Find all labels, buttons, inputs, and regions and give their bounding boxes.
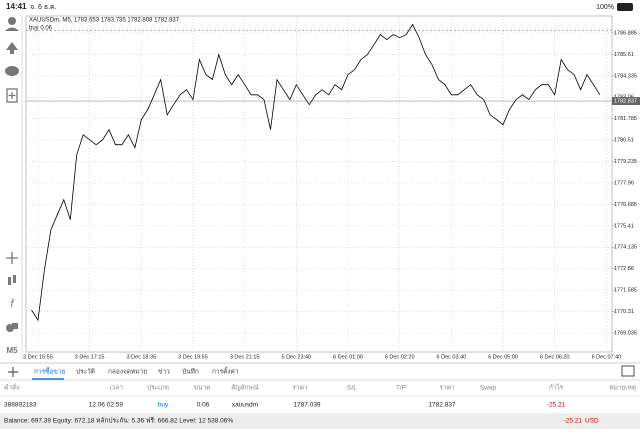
tab[interactable]: การซื้อขาย: [34, 367, 65, 376]
y-tick-label: 1779.235: [614, 159, 637, 165]
y-tick-label: 1777.96: [614, 180, 634, 186]
column-header: S/L: [347, 385, 357, 392]
indicators-icon[interactable]: f: [10, 298, 14, 310]
tab[interactable]: กล่องจดหมาย: [108, 369, 147, 376]
new-chart-plus[interactable]: [8, 92, 16, 99]
cell-time[interactable]: 12.06 02:59: [89, 402, 124, 409]
column-header: ขนาด: [194, 385, 211, 392]
new-chart-icon[interactable]: [6, 88, 18, 103]
tab[interactable]: ข่าว: [158, 369, 170, 376]
clock: 14:41: [6, 2, 27, 11]
chat-icon[interactable]: [5, 66, 19, 76]
x-tick-label: 5 Dec 23:40: [282, 354, 312, 360]
column-header: หมายเหตุ: [609, 385, 636, 392]
y-tick-label: 1780.51: [614, 138, 634, 144]
x-tick-label: 6 Dec 06:20: [540, 354, 570, 360]
trade-icon[interactable]: [6, 42, 18, 54]
account-icon[interactable]: [8, 17, 16, 25]
x-tick-label: 6 Dec 01:00: [333, 354, 363, 360]
column-header: Swap: [480, 385, 497, 392]
objects-icon[interactable]: [12, 323, 18, 329]
total-profit: -25.21: [564, 418, 583, 425]
tab[interactable]: บันทึก: [182, 368, 199, 376]
candles-icon[interactable]: [8, 277, 11, 285]
cell-symbol[interactable]: xauusdm: [232, 402, 258, 409]
column-header: ราคา: [439, 385, 454, 392]
x-tick-label: 3 Dec 19:55: [178, 354, 208, 360]
currency: USD: [585, 418, 599, 425]
timeframe-button[interactable]: M5: [6, 346, 18, 355]
x-tick-label: 6 Dec 05:00: [488, 354, 518, 360]
x-tick-label: 3 Dec 15:55: [23, 354, 53, 360]
y-tick-label: 1774.135: [614, 245, 637, 251]
price-line: [31, 23, 601, 322]
bid-label: 1782.837: [614, 98, 637, 104]
y-tick-label: 1775.41: [614, 223, 634, 229]
cell-profit[interactable]: -25.21: [547, 402, 566, 409]
chart-frame: [25, 15, 613, 353]
new-order-button[interactable]: [8, 367, 18, 377]
order-label: buy 0.06: [29, 26, 53, 32]
x-tick-label: 3 Dec 21:15: [230, 354, 260, 360]
y-tick-label: 1781.785: [614, 116, 637, 122]
x-tick-label: 6 Dec 03:40: [437, 354, 467, 360]
x-tick-label: 3 Dec 17:15: [75, 354, 105, 360]
x-tick-label: 3 Dec 18:35: [126, 354, 156, 360]
x-tick-label: 6 Dec 02:20: [385, 354, 415, 360]
candles-icon[interactable]: [13, 275, 16, 283]
bid-label-box: [612, 97, 640, 106]
tab[interactable]: ประวัติ: [76, 368, 95, 376]
y-tick-label: 1786.885: [614, 30, 637, 36]
y-tick-label: 1769.035: [614, 330, 637, 336]
y-tick-label: 1776.685: [614, 202, 637, 208]
crosshair-icon[interactable]: [6, 252, 18, 264]
cell-type[interactable]: buy: [158, 402, 169, 409]
column-header: กำไร: [549, 384, 564, 392]
column-header: เวลา: [109, 385, 123, 392]
account-summary: Balance: 697.39 Equity: 672.18 หลักประกั…: [4, 417, 233, 425]
footer-bar: [0, 413, 640, 429]
chart-header: XAUUSDm, M5, 1783.653 1783.735 1782.808 …: [29, 18, 180, 24]
account-icon-body[interactable]: [5, 27, 19, 32]
toolbar-icons[interactable]: f: [5, 17, 19, 332]
cell-volume[interactable]: 0.06: [197, 402, 210, 409]
y-tick-label: 1772.86: [614, 266, 634, 272]
cell-price[interactable]: 1782.837: [428, 402, 455, 409]
cell-order[interactable]: 388892183: [4, 402, 37, 409]
tab[interactable]: การตั้งค่า: [212, 367, 239, 376]
column-header: คำสั่ง: [4, 383, 19, 392]
cell-open-price[interactable]: 1787.039: [293, 402, 320, 409]
y-tick-label: 1785.61: [614, 52, 634, 58]
column-header: T/P: [396, 385, 406, 392]
y-tick-label: 1784.335: [614, 73, 637, 79]
y-tick-label: 1770.31: [614, 309, 634, 315]
battery-level: 100%: [596, 4, 614, 11]
date: จ. 6 ธ.ค.: [30, 4, 57, 11]
y-tick-label: 1771.585: [614, 288, 637, 294]
x-tick-label: 6 Dec 07:40: [592, 354, 622, 360]
column-header: ราคา: [292, 385, 307, 392]
column-header: สัญลักษณ์: [231, 384, 259, 392]
tab-menu-icon[interactable]: [621, 365, 635, 377]
battery-icon: [617, 3, 633, 11]
column-header: ประเภท: [147, 385, 169, 392]
